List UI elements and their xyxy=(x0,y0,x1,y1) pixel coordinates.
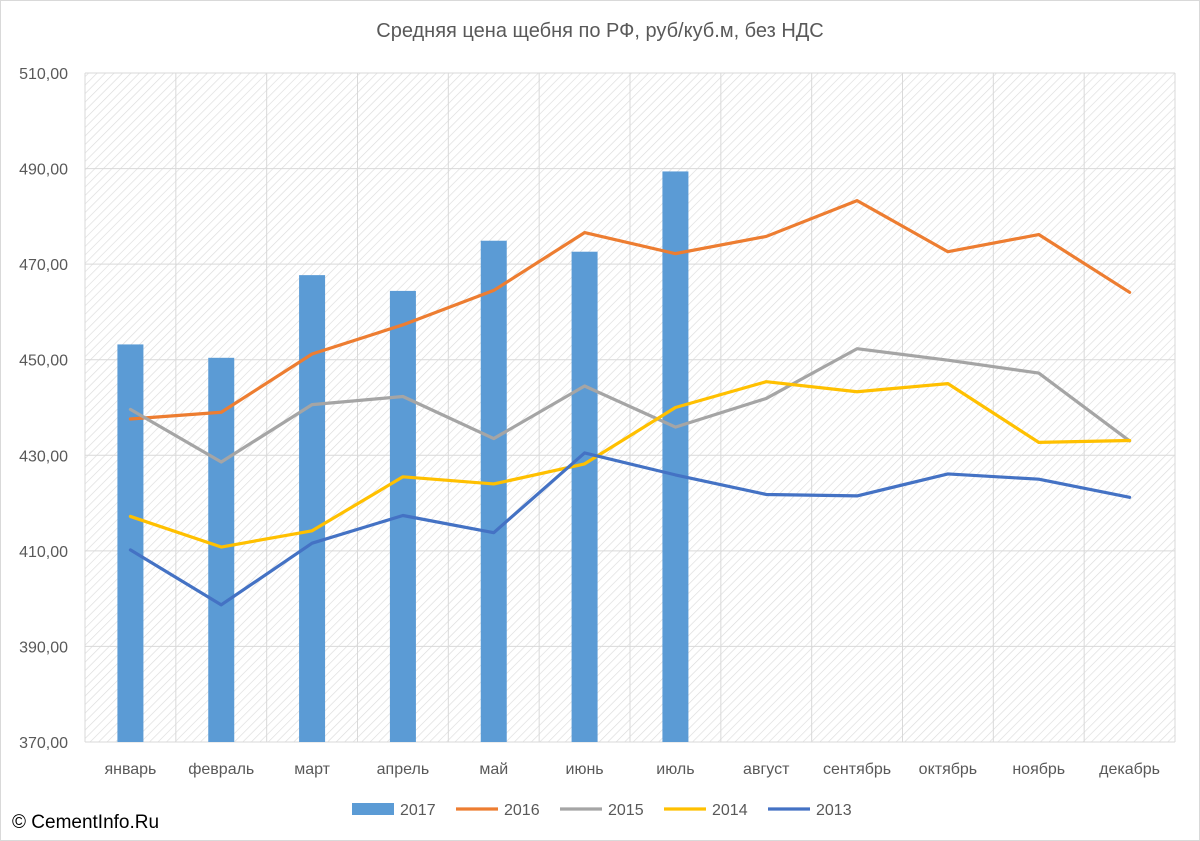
y-tick-label: 490,00 xyxy=(19,162,68,179)
x-tick-label: февраль xyxy=(188,761,254,778)
x-tick-label: май xyxy=(479,761,508,778)
bar-2017 xyxy=(208,357,235,742)
x-tick-label: март xyxy=(294,761,330,778)
line-series-2013 xyxy=(128,451,1132,607)
line-series-2014 xyxy=(128,380,1132,549)
legend-label-2017: 2017 xyxy=(400,802,436,819)
y-tick-label: 410,00 xyxy=(19,544,68,561)
line-series xyxy=(128,198,1132,607)
x-tick-label: апрель xyxy=(377,761,430,778)
chart-title: Средняя цена щебня по РФ, руб/куб.м, без… xyxy=(376,20,824,42)
legend-label-2013: 2013 xyxy=(816,802,852,819)
y-tick-label: 450,00 xyxy=(19,353,68,370)
x-tick-label: июнь xyxy=(566,761,604,778)
gridlines xyxy=(84,72,1176,743)
bar-2017 xyxy=(662,171,689,742)
line-series-2016 xyxy=(128,198,1132,421)
y-axis-tick-labels: 370,00 390,00 410,00 430,00 450,00 470,00 490,… xyxy=(19,66,68,752)
legend-label-2016: 2016 xyxy=(504,802,540,819)
y-tick-label: 470,00 xyxy=(19,257,68,274)
x-tick-label: июль xyxy=(656,761,694,778)
legend-label-2015: 2015 xyxy=(608,802,644,819)
legend-swatch-2017 xyxy=(352,803,394,815)
bar-2017 xyxy=(480,240,507,743)
legend: 2017 2016 2015 2014 2013 xyxy=(352,802,852,819)
bar-2017 xyxy=(299,275,326,742)
y-tick-label: 390,00 xyxy=(19,639,68,656)
bar-series-2017 xyxy=(117,171,689,743)
bar-2017 xyxy=(117,344,144,742)
x-axis-tick-labels: январь февраль март апрель май июнь июль август… xyxy=(104,761,1160,778)
legend-label-2014: 2014 xyxy=(712,802,748,819)
x-tick-label: сентябрь xyxy=(823,761,891,778)
x-tick-label: ноябрь xyxy=(1012,761,1065,778)
x-tick-label: декабрь xyxy=(1099,761,1160,778)
x-tick-label: октябрь xyxy=(919,761,977,778)
x-tick-label: январь xyxy=(104,761,156,778)
y-tick-label: 430,00 xyxy=(19,448,68,465)
line-series-2015 xyxy=(128,347,1132,464)
copyright-text: © CementInfo.Ru xyxy=(12,812,160,833)
y-tick-label: 370,00 xyxy=(19,735,68,752)
bar-2017 xyxy=(571,251,598,742)
y-tick-label: 510,00 xyxy=(19,66,68,83)
x-tick-label: август xyxy=(743,761,790,778)
